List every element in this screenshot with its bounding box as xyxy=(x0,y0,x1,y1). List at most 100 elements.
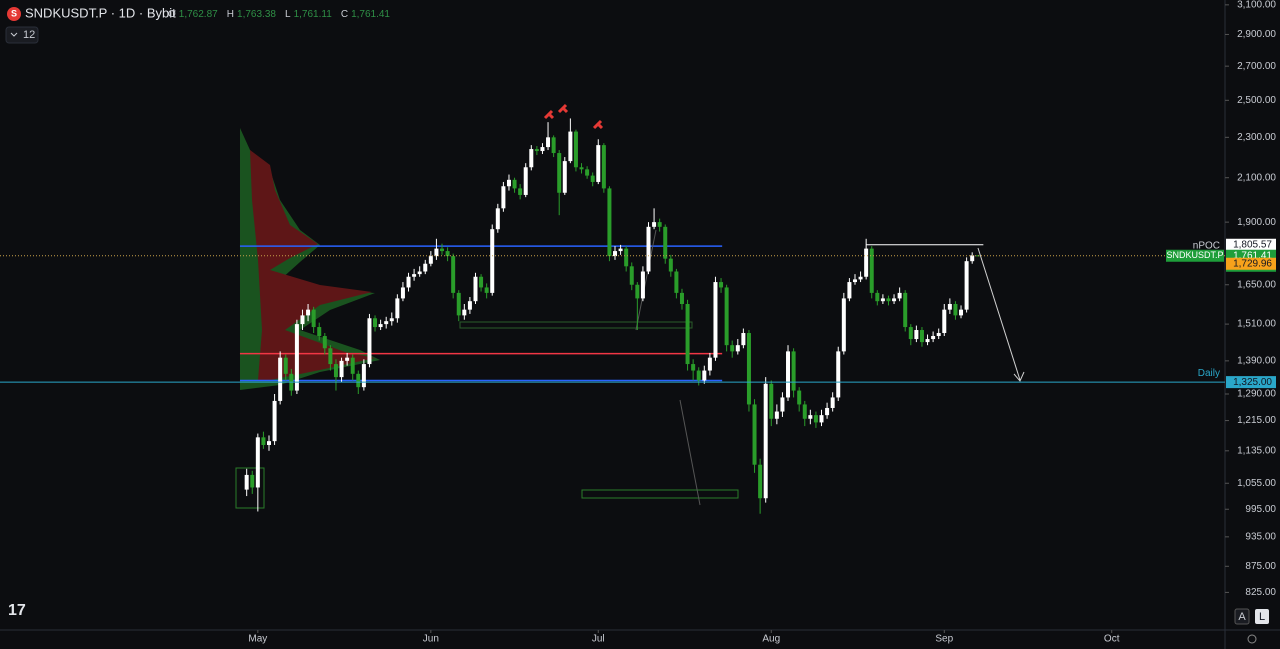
candle-body xyxy=(300,315,305,325)
ohlc-value: 1,763.38 xyxy=(237,9,276,20)
candle-body xyxy=(914,330,919,340)
candle-body xyxy=(244,474,249,490)
candle-body xyxy=(758,464,763,499)
y-tick-label: 2,500.00 xyxy=(1237,95,1276,106)
x-tick-label: Jul xyxy=(592,634,605,645)
candle-body xyxy=(585,169,590,176)
y-tick-label: 1,390.00 xyxy=(1237,355,1276,366)
candle-body xyxy=(953,303,958,316)
y-tick-label: 2,900.00 xyxy=(1237,29,1276,40)
candle-body xyxy=(356,373,361,388)
candle-body xyxy=(440,248,445,252)
candle-body xyxy=(897,292,902,299)
log-scale-button[interactable] xyxy=(1255,609,1269,624)
candle-body xyxy=(484,287,489,293)
pencil-marks xyxy=(543,103,604,130)
candle-body xyxy=(908,327,913,340)
candle-body xyxy=(445,251,450,257)
candle-body xyxy=(618,248,623,252)
candle-body xyxy=(601,145,606,189)
y-tick-label: 2,300.00 xyxy=(1237,132,1276,143)
price-tag-label: 1,805.57 xyxy=(1233,239,1272,250)
symbol-tag xyxy=(1166,249,1224,262)
auto-scale-button[interactable] xyxy=(1234,608,1250,625)
candle-body xyxy=(652,222,657,227)
scale-buttons: A L xyxy=(1234,608,1269,644)
candle-body xyxy=(306,309,311,316)
candle-body xyxy=(892,298,897,302)
candle-body xyxy=(836,351,841,398)
candle-body xyxy=(657,222,662,227)
price-tag xyxy=(1226,376,1276,389)
candle-body xyxy=(864,248,869,277)
candle-body xyxy=(629,266,634,285)
ohlc-value: 1,762.87 xyxy=(179,9,218,20)
candle-body xyxy=(713,282,718,358)
volume-profile xyxy=(240,128,380,390)
candle-body xyxy=(345,357,350,361)
candle-body xyxy=(467,301,472,310)
auto-scale-label: A xyxy=(1238,611,1246,623)
candle-body xyxy=(367,318,372,365)
level-note: nPOC xyxy=(1193,240,1220,251)
candle-body xyxy=(635,284,640,299)
candle-body xyxy=(959,309,964,316)
candle-body xyxy=(573,131,578,168)
ohlc-value: 1,761.11 xyxy=(294,9,333,20)
ohlc-value: 1,761.41 xyxy=(351,9,390,20)
x-tick-label: Jun xyxy=(423,634,439,645)
candle-body xyxy=(557,153,562,193)
tv-logo: 17 xyxy=(8,602,26,619)
x-tick-label: Oct xyxy=(1104,634,1120,645)
price-tag-label: 1,325.00 xyxy=(1233,377,1272,388)
candle-body xyxy=(278,357,283,401)
candle-body xyxy=(624,248,629,267)
candle-body xyxy=(283,357,288,374)
candle-body xyxy=(501,186,506,209)
candle-body xyxy=(763,383,768,499)
candle-body xyxy=(674,271,679,293)
drawings xyxy=(235,103,1025,509)
candle-body xyxy=(919,330,924,343)
y-tick-label: 1,650.00 xyxy=(1237,279,1276,290)
y-tick-label: 3,100.00 xyxy=(1237,0,1276,10)
candle-body xyxy=(562,161,567,193)
candle-body xyxy=(707,357,712,371)
candle-body xyxy=(702,370,707,381)
candle-body xyxy=(786,351,791,398)
indicators-toggle[interactable] xyxy=(5,26,39,44)
candle-body xyxy=(479,276,484,288)
settings-icon[interactable] xyxy=(1247,634,1257,644)
candle-body xyxy=(886,298,891,302)
candle-body xyxy=(741,333,746,346)
candle-body xyxy=(813,415,818,423)
candle-body xyxy=(852,279,857,283)
candle-body xyxy=(931,336,936,340)
y-tick-label: 825.00 xyxy=(1245,587,1276,598)
y-tick-label: 1,290.00 xyxy=(1237,389,1276,400)
symbol-tag-label: SNDKUSDT.P xyxy=(1166,250,1223,260)
trend-line xyxy=(635,229,701,506)
x-tick-label: May xyxy=(248,634,267,645)
candle-body xyxy=(847,282,852,299)
candle-body xyxy=(456,292,461,316)
candle-body xyxy=(294,324,299,391)
candle-body xyxy=(875,292,880,302)
candle-body xyxy=(579,167,584,170)
candle-body xyxy=(518,188,523,195)
indicators-count: 12 xyxy=(23,29,35,41)
ohlc: O 1,762.87 H 1,763.38 L 1,761.11 C 1,761.41 xyxy=(168,8,390,20)
candle-body xyxy=(506,179,511,187)
price-tag xyxy=(1226,257,1276,270)
candle-body xyxy=(311,309,316,328)
candle-body xyxy=(970,255,975,262)
level-note: Daily xyxy=(1198,368,1220,379)
candle-body xyxy=(596,145,601,182)
ohlc-key: L xyxy=(285,9,291,20)
candle-body xyxy=(389,318,394,322)
candle-body xyxy=(830,397,835,408)
candle-body xyxy=(640,271,645,299)
candle-body xyxy=(529,149,534,168)
